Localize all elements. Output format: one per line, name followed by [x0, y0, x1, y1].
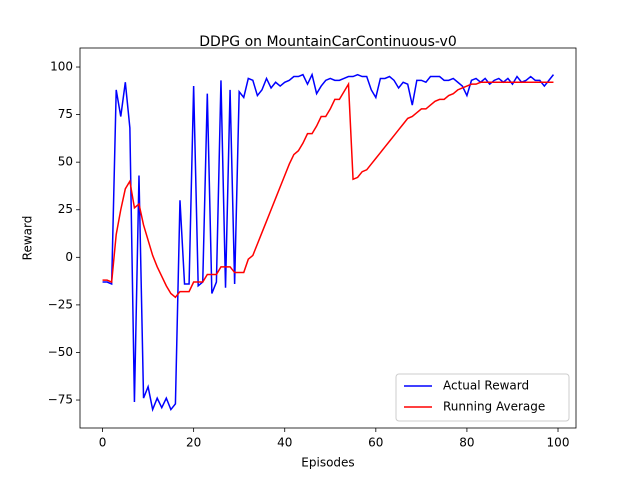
y-tick-label: 75: [58, 107, 73, 121]
chart-title: DDPG on MountainCarContinuous-v0: [199, 34, 456, 50]
line-series: [102, 72, 555, 413]
x-tick-label: 60: [368, 436, 383, 450]
y-tick-label: 0: [65, 250, 73, 264]
y-axis-label: Reward: [21, 216, 35, 261]
y-tick-label: −75: [48, 393, 73, 407]
y-tick-label: 100: [50, 60, 73, 74]
x-tick-label: 20: [186, 436, 201, 450]
legend-label: Actual Reward: [443, 379, 529, 393]
x-tick-label: 0: [99, 436, 107, 450]
x-tick-label: 40: [277, 436, 292, 450]
legend-label: Running Average: [443, 400, 545, 414]
line-series: [102, 81, 554, 299]
x-tick-label: 100: [547, 436, 570, 450]
plot-frame: [79, 47, 577, 429]
y-tick-label: 25: [58, 202, 73, 216]
x-axis-label: Episodes: [301, 456, 354, 470]
x-tick-label: 80: [459, 436, 474, 450]
y-tick-label: −50: [48, 345, 73, 359]
y-tick-label: 50: [58, 155, 73, 169]
legend-box: [395, 373, 570, 422]
y-tick-label: −25: [48, 297, 73, 311]
